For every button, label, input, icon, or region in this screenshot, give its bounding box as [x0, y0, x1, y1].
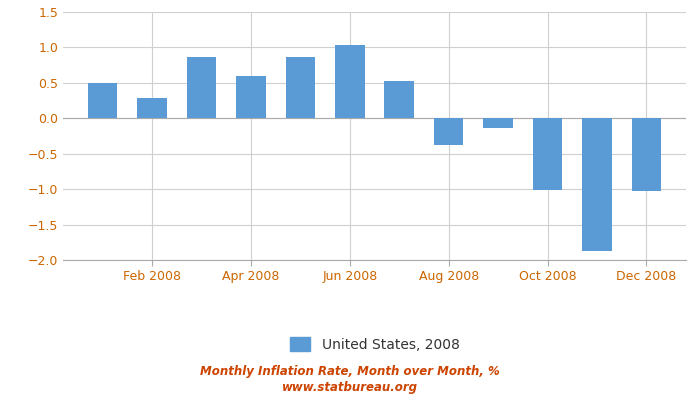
- Text: www.statbureau.org: www.statbureau.org: [282, 382, 418, 394]
- Bar: [286, 57, 315, 118]
- Bar: [88, 83, 118, 118]
- Bar: [582, 118, 612, 252]
- Bar: [236, 76, 266, 118]
- Bar: [187, 57, 216, 118]
- Bar: [483, 118, 513, 128]
- Legend: United States, 2008: United States, 2008: [284, 331, 465, 357]
- Bar: [631, 118, 661, 191]
- Bar: [335, 45, 365, 118]
- Bar: [384, 81, 414, 118]
- Bar: [434, 118, 463, 145]
- Bar: [137, 98, 167, 118]
- Text: Monthly Inflation Rate, Month over Month, %: Monthly Inflation Rate, Month over Month…: [200, 366, 500, 378]
- Bar: [533, 118, 562, 190]
